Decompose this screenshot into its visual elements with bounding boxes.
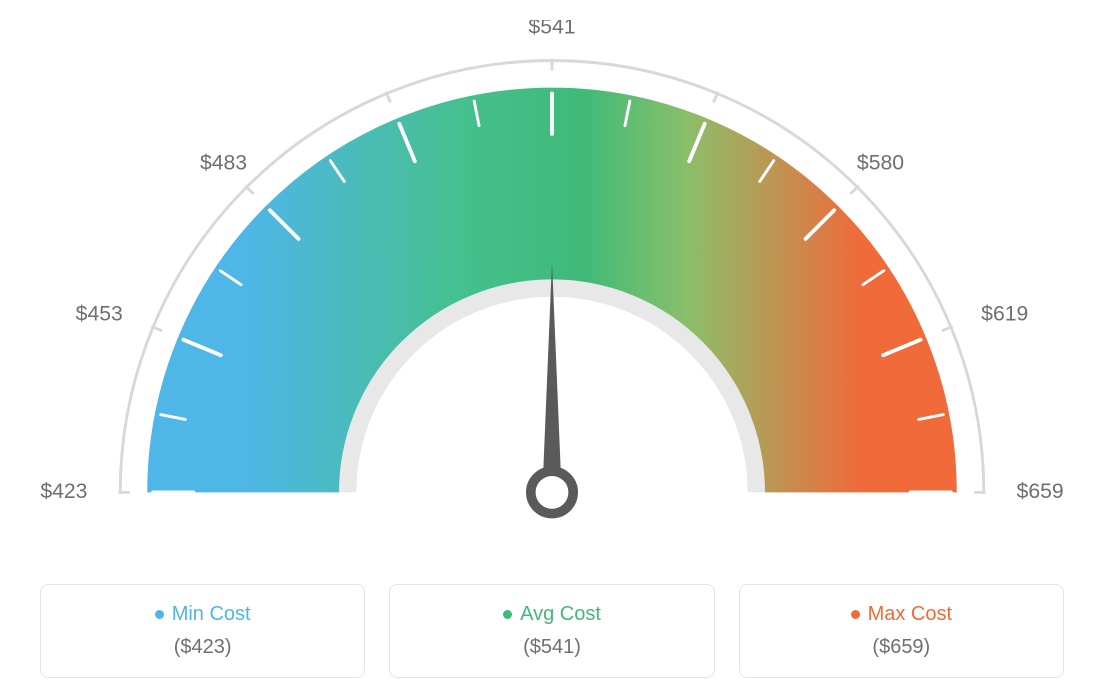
legend-max-label: Max Cost (750, 603, 1053, 626)
legend-avg-dot (503, 610, 512, 619)
legend-min-text: Min Cost (172, 603, 251, 625)
legend-avg-value: ($541) (400, 636, 703, 659)
legend-avg-card: Avg Cost ($541) (389, 584, 714, 678)
svg-text:$659: $659 (1017, 480, 1064, 503)
svg-text:$423: $423 (40, 480, 87, 503)
legend-max-card: Max Cost ($659) (739, 584, 1064, 678)
svg-text:$580: $580 (857, 152, 904, 175)
legend-min-card: Min Cost ($423) (40, 584, 365, 678)
legend-min-value: ($423) (51, 636, 354, 659)
legend-max-value: ($659) (750, 636, 1053, 659)
svg-text:$541: $541 (528, 20, 575, 39)
gauge-svg-container: $423 $453 $483 $541 $580 $619 $659 (20, 20, 1084, 560)
svg-text:$453: $453 (76, 302, 123, 325)
legend-max-text: Max Cost (868, 603, 952, 625)
svg-text:$483: $483 (200, 152, 247, 175)
legend-min-dot (155, 610, 164, 619)
gauge-svg: $423 $453 $483 $541 $580 $619 $659 (20, 20, 1084, 560)
legend-row: Min Cost ($423) Avg Cost ($541) Max Cost… (20, 584, 1084, 678)
legend-avg-text: Avg Cost (520, 603, 601, 625)
legend-min-label: Min Cost (51, 603, 354, 626)
svg-text:$619: $619 (981, 302, 1028, 325)
legend-avg-label: Avg Cost (400, 603, 703, 626)
legend-max-dot (851, 610, 860, 619)
cost-gauge-chart: $423 $453 $483 $541 $580 $619 $659 Min Cost ($… (20, 20, 1084, 678)
